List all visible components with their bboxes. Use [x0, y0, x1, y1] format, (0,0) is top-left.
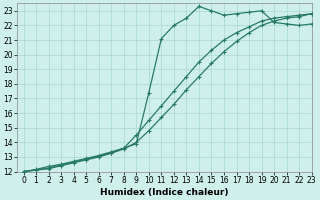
X-axis label: Humidex (Indice chaleur): Humidex (Indice chaleur) — [100, 188, 229, 197]
